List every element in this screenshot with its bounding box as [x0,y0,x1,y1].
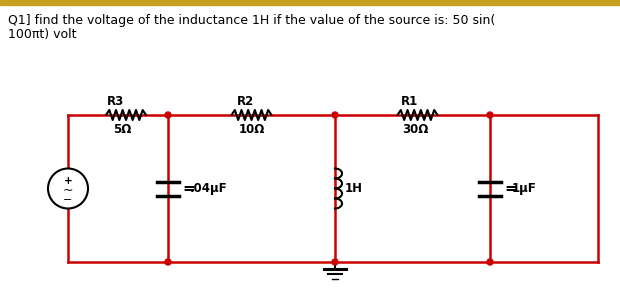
Text: R1: R1 [401,95,418,108]
Circle shape [332,112,338,118]
Circle shape [165,259,171,265]
Text: 30Ω: 30Ω [402,123,428,136]
Circle shape [48,168,88,208]
Text: ~: ~ [63,184,73,197]
Text: +: + [64,176,73,187]
Text: =: = [182,181,195,196]
Circle shape [332,259,338,265]
Text: R3: R3 [107,95,125,108]
Text: .04μF: .04μF [190,182,228,195]
Text: 1H: 1H [345,182,363,195]
Text: 100πt) volt: 100πt) volt [8,28,76,41]
Text: −: − [63,195,73,205]
Text: 10Ω: 10Ω [238,123,265,136]
Text: Q1] find the voltage of the inductance 1H if the value of the source is: 50 sin(: Q1] find the voltage of the inductance 1… [8,14,495,27]
Circle shape [165,112,171,118]
Text: =: = [504,181,516,196]
Circle shape [487,112,493,118]
Circle shape [487,259,493,265]
Text: 5Ω: 5Ω [113,123,131,136]
Bar [0,0,620,5]
Text: 1μF: 1μF [512,182,537,195]
Text: R2: R2 [237,95,254,108]
